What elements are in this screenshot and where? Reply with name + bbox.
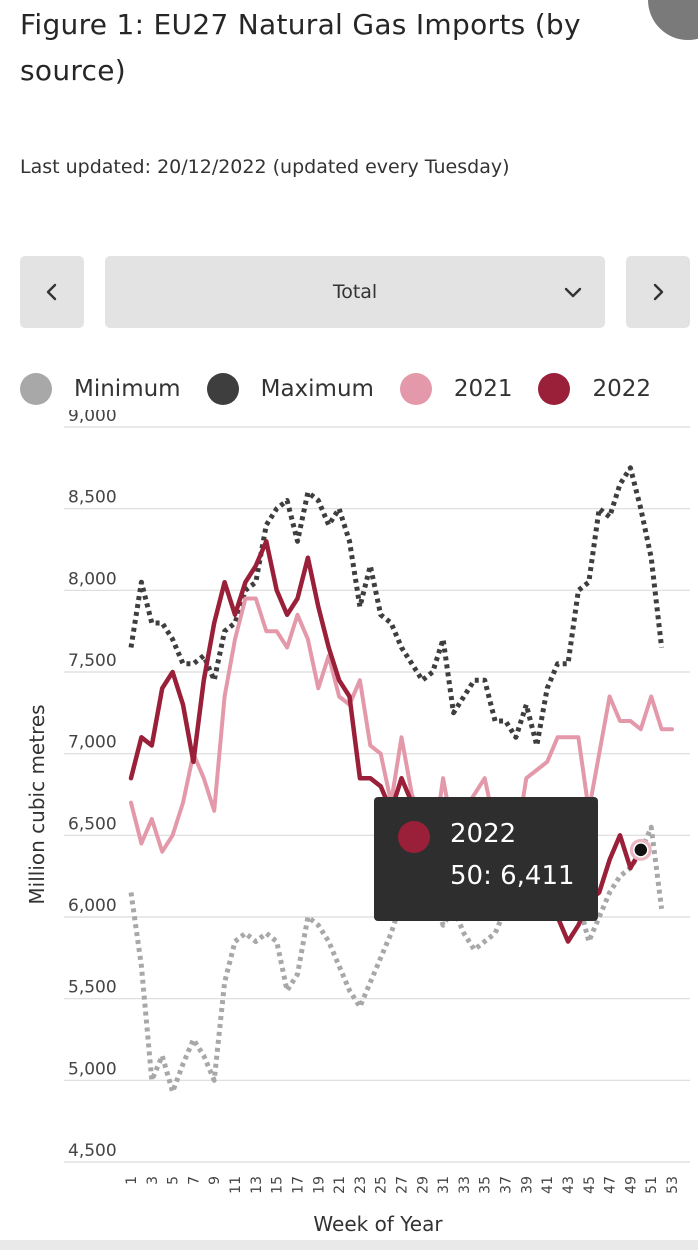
x-tick-label: 25 — [374, 1176, 390, 1194]
tooltip-value: 50: 6,411 — [450, 861, 575, 891]
tooltip-series-dot — [398, 821, 430, 853]
x-tick-label: 17 — [290, 1176, 306, 1194]
x-tick-label: 53 — [665, 1176, 681, 1194]
source-select[interactable]: Total — [105, 256, 605, 328]
x-tick-label: 27 — [395, 1176, 411, 1194]
legend-label-2022: 2022 — [592, 376, 652, 402]
tooltip-series-name: 2022 — [450, 819, 517, 849]
legend-item-minimum[interactable]: Minimum — [20, 373, 181, 405]
x-tick-label: 31 — [436, 1176, 452, 1194]
legend-item-2022[interactable]: 2022 — [538, 373, 651, 405]
y-tick-label: 8,000 — [68, 569, 117, 589]
legend-item-maximum[interactable]: Maximum — [206, 373, 374, 405]
x-tick-label: 51 — [644, 1176, 660, 1194]
x-tick-label: 11 — [228, 1176, 244, 1194]
x-tick-label: 3 — [145, 1176, 161, 1185]
chart-tooltip: 2022 50: 6,411 — [374, 797, 598, 921]
previous-button[interactable] — [20, 256, 84, 328]
y-tick-label: 9,000 — [68, 410, 117, 426]
x-tick-label: 37 — [499, 1176, 515, 1194]
y-tick-label: 7,500 — [68, 651, 117, 671]
legend-label-2021: 2021 — [453, 376, 513, 402]
x-tick-label: 21 — [332, 1176, 348, 1194]
x-tick-label: 41 — [540, 1176, 556, 1194]
y-tick-label: 4,500 — [68, 1141, 117, 1161]
x-tick-label: 33 — [457, 1176, 473, 1194]
bottom-bar — [0, 1240, 698, 1250]
highlight-marker[interactable] — [633, 842, 649, 858]
legend-dot-minimum — [20, 373, 52, 405]
x-tick-label: 1 — [124, 1176, 140, 1185]
x-tick-label: 45 — [582, 1176, 598, 1194]
legend-dot-2022 — [538, 373, 571, 405]
x-tick-label: 23 — [353, 1176, 369, 1194]
chevron-down-icon — [564, 287, 582, 298]
chevron-left-icon — [46, 283, 57, 301]
x-tick-label: 29 — [415, 1176, 431, 1194]
x-tick-label: 39 — [519, 1176, 535, 1194]
y-tick-label: 5,000 — [68, 1059, 117, 1079]
legend-item-2021[interactable]: 2021 — [399, 373, 513, 405]
x-tick-label: 15 — [270, 1176, 286, 1194]
chevron-right-icon — [653, 283, 664, 301]
x-tick-label: 35 — [478, 1176, 494, 1194]
series-2021-line — [129, 596, 674, 854]
y-axis-ticks: 4,500 5,000 5,500 6,000 6,500 7,000 7,500 8,000… — [68, 410, 117, 1161]
x-tick-label: 9 — [207, 1176, 223, 1185]
y-tick-label: 6,000 — [68, 896, 117, 916]
page-title: Figure 1: EU27 Natural Gas Imports (by s… — [20, 8, 581, 87]
y-axis-label: Million cubic metres — [25, 704, 49, 904]
x-axis-label: Week of Year — [313, 1212, 443, 1236]
last-updated-text: Last updated: 20/12/2022 (updated every … — [20, 156, 510, 178]
series-maximum-line — [128, 465, 665, 748]
x-tick-label: 49 — [623, 1176, 639, 1194]
highlight-marker-layer — [629, 838, 652, 861]
x-axis-ticks: 1 3 5 7 9 11 13 15 17 19 21 23 25 27 29 31 33 35 37 39 41 43 4… — [124, 1176, 681, 1194]
source-select-value: Total — [332, 281, 378, 303]
y-tick-label: 5,500 — [68, 978, 117, 998]
legend-label-maximum: Maximum — [260, 376, 374, 402]
x-tick-label: 5 — [166, 1176, 182, 1185]
x-tick-label: 47 — [603, 1176, 619, 1194]
y-tick-label: 7,000 — [68, 733, 117, 753]
legend-label-minimum: Minimum — [74, 376, 181, 402]
x-tick-label: 7 — [186, 1176, 202, 1185]
y-tick-label: 6,500 — [68, 814, 117, 834]
gridlines — [64, 426, 690, 1163]
legend-dot-2021 — [399, 373, 432, 405]
chart-legend: Minimum Maximum 2021 2022 — [20, 368, 690, 410]
x-tick-label: 13 — [249, 1176, 265, 1194]
legend-dot-maximum — [206, 373, 239, 405]
x-tick-label: 19 — [311, 1176, 327, 1194]
x-tick-label: 43 — [561, 1176, 577, 1194]
next-button[interactable] — [626, 256, 690, 328]
y-tick-label: 8,500 — [68, 488, 117, 508]
